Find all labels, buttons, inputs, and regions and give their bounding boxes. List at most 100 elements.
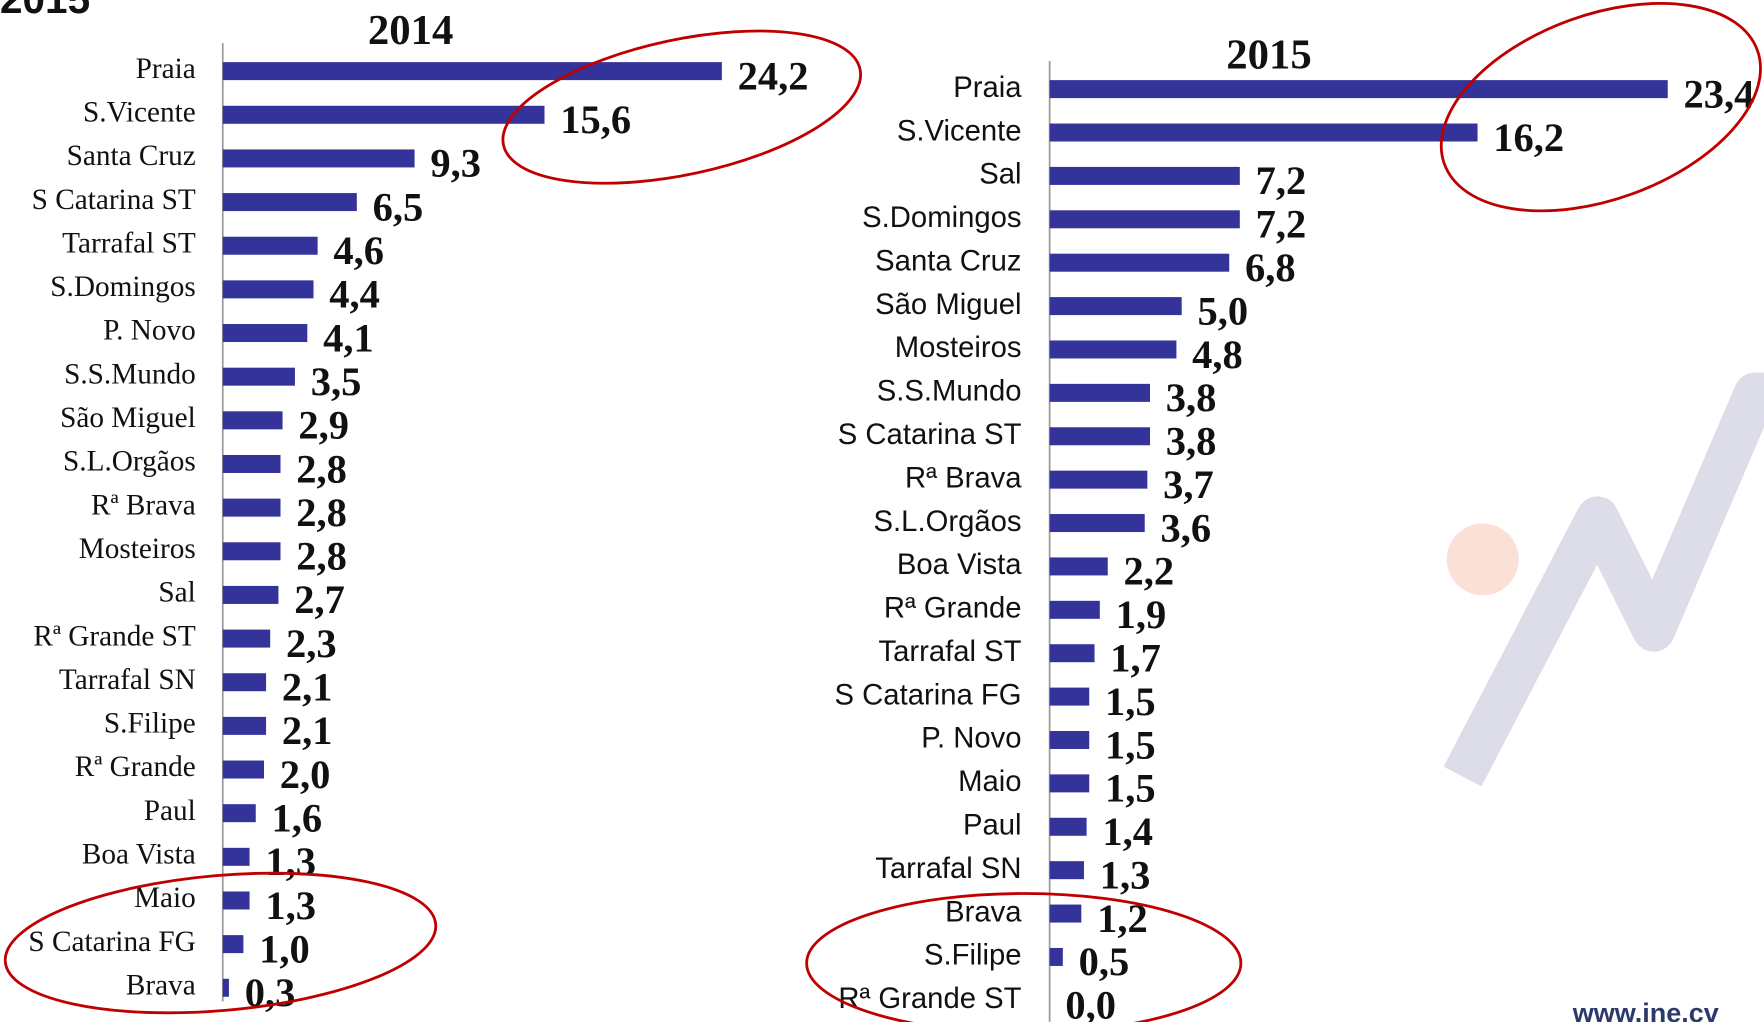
charts: 2014 Praia 24,2 S.Vicente 15,6 Santa Cruz 9,3 S…: [28, 7, 1754, 1022]
bar: [1049, 557, 1108, 576]
value-label: 5,0: [1197, 288, 1248, 333]
page-title: 2015: [0, 0, 90, 22]
value-label: 3,6: [1160, 505, 1211, 550]
value-label: 2,1: [282, 708, 333, 753]
bar: [222, 454, 281, 473]
bar: [1049, 166, 1240, 185]
category-label: Paul: [144, 795, 196, 827]
value-label: 4,4: [329, 272, 380, 317]
value-label: 15,6: [560, 97, 631, 142]
bar: [222, 847, 250, 866]
value-label: 1,5: [1105, 679, 1156, 724]
category-label: S Catarina FG: [835, 679, 1022, 711]
value-label: 0,5: [1079, 939, 1130, 984]
category-label: Santa Cruz: [875, 245, 1021, 277]
category-label: Maio: [958, 766, 1021, 798]
value-label: 6,5: [373, 184, 424, 229]
bar: [1049, 80, 1668, 99]
category-label: S.Filipe: [104, 708, 196, 740]
bar: [222, 716, 267, 735]
value-label: 16,2: [1493, 115, 1564, 160]
category-label: Paul: [963, 810, 1022, 842]
bar: [1049, 210, 1240, 229]
bar: [1049, 427, 1151, 446]
value-label: 1,2: [1097, 896, 1148, 941]
value-label: 7,2: [1256, 202, 1307, 247]
value-label: 4,1: [323, 315, 374, 360]
bar: [222, 367, 295, 386]
category-label: Mosteiros: [79, 533, 196, 565]
bar: [1049, 600, 1100, 619]
category-label: Tarrafal ST: [878, 636, 1021, 668]
category-label: Boa Vista: [897, 549, 1022, 581]
value-label: 4,8: [1192, 332, 1243, 377]
category-label: P. Novo: [103, 315, 196, 347]
value-label: 3,8: [1166, 375, 1217, 420]
value-label: 9,3: [430, 141, 481, 186]
category-label: Sal: [158, 577, 195, 609]
bar: [222, 891, 250, 910]
value-label: 24,2: [738, 53, 809, 98]
bar: [1049, 774, 1090, 793]
bar: [222, 62, 722, 81]
watermark: [1443, 372, 1764, 787]
bar: [222, 149, 415, 168]
bar: [222, 542, 281, 561]
bar: [1049, 730, 1090, 749]
value-label: 1,9: [1116, 592, 1167, 637]
value-label: 3,5: [311, 359, 362, 404]
category-label: Mosteiros: [895, 332, 1022, 364]
bar: [1049, 904, 1082, 923]
category-label: Praia: [136, 53, 196, 85]
bar: [1049, 644, 1095, 663]
category-label: Praia: [953, 72, 1022, 104]
value-label: 2,2: [1123, 549, 1174, 594]
value-label: 1,3: [1100, 852, 1151, 897]
bar: [222, 673, 267, 692]
bar: [222, 585, 279, 604]
bar: [1049, 253, 1230, 272]
footer: www.ine.cv: [1572, 998, 1719, 1022]
category-label: Tarrafal SN: [59, 664, 196, 696]
value-label: 2,9: [298, 403, 349, 448]
value-label: 2,3: [286, 621, 337, 666]
value-label: 6,8: [1245, 245, 1296, 290]
category-label: S.Domingos: [50, 271, 195, 303]
category-label: S.S.Mundo: [877, 376, 1022, 408]
bar: [222, 498, 281, 517]
category-label: S Catarina FG: [28, 926, 195, 958]
category-label: S Catarina ST: [32, 184, 196, 216]
value-label: 3,8: [1166, 419, 1217, 464]
value-label: 1,3: [265, 839, 316, 884]
category-label: Brava: [126, 969, 196, 1001]
value-label: 2,8: [296, 534, 347, 579]
bar: [222, 236, 318, 255]
category-label: Maio: [134, 882, 196, 914]
value-label: 1,6: [272, 795, 323, 840]
category-label: S.S.Mundo: [64, 358, 196, 390]
value-label: 2,7: [294, 577, 345, 622]
category-label: São Miguel: [875, 289, 1021, 321]
value-label: 23,4: [1683, 71, 1754, 116]
value-label: 1,0: [259, 926, 310, 971]
bar: [222, 280, 314, 299]
value-label: 2,8: [296, 490, 347, 535]
category-label: Rª Brava: [905, 462, 1022, 494]
category-label: Tarrafal ST: [62, 227, 196, 259]
category-label: S.Vicente: [83, 96, 196, 128]
bar: [1049, 340, 1177, 359]
category-label: S.L.Orgãos: [874, 506, 1022, 538]
category-label: S.L.Orgãos: [63, 446, 196, 478]
category-label: Santa Cruz: [67, 140, 196, 172]
value-label: 0,0: [1065, 983, 1116, 1022]
bar: [222, 804, 256, 823]
category-label: S.Vicente: [897, 115, 1022, 147]
bar: [1049, 817, 1087, 836]
value-label: 3,7: [1163, 462, 1214, 507]
bar: [222, 760, 264, 779]
bar: [222, 978, 229, 997]
category-label: Rª Grande: [884, 593, 1022, 625]
value-label: 1,4: [1102, 809, 1153, 854]
